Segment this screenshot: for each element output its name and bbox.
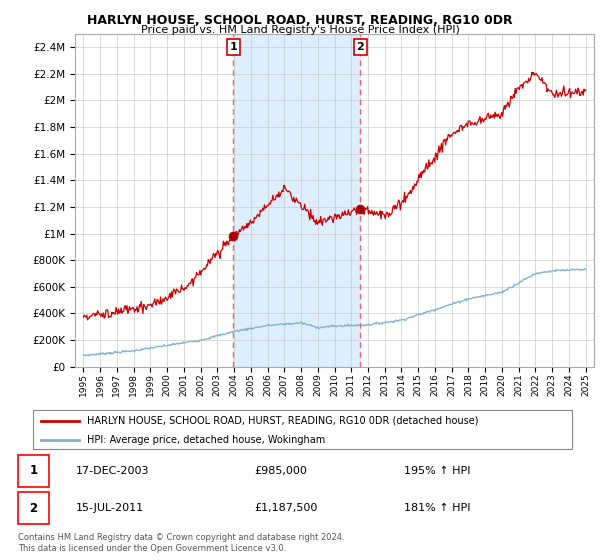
Text: £985,000: £985,000 bbox=[254, 466, 307, 476]
FancyBboxPatch shape bbox=[18, 492, 49, 524]
Text: 1: 1 bbox=[230, 42, 237, 52]
Text: 195% ↑ HPI: 195% ↑ HPI bbox=[404, 466, 470, 476]
Bar bbox=[233, 34, 360, 367]
FancyBboxPatch shape bbox=[33, 410, 572, 449]
Text: 2: 2 bbox=[29, 502, 38, 515]
Text: 1: 1 bbox=[29, 464, 38, 478]
Text: £1,187,500: £1,187,500 bbox=[254, 503, 317, 513]
Text: 15-JUL-2011: 15-JUL-2011 bbox=[76, 503, 143, 513]
Text: HARLYN HOUSE, SCHOOL ROAD, HURST, READING, RG10 0DR (detached house): HARLYN HOUSE, SCHOOL ROAD, HURST, READIN… bbox=[88, 416, 479, 426]
Text: HPI: Average price, detached house, Wokingham: HPI: Average price, detached house, Woki… bbox=[88, 435, 326, 445]
FancyBboxPatch shape bbox=[18, 455, 49, 487]
Text: 17-DEC-2003: 17-DEC-2003 bbox=[76, 466, 149, 476]
Text: 181% ↑ HPI: 181% ↑ HPI bbox=[404, 503, 470, 513]
Text: HARLYN HOUSE, SCHOOL ROAD, HURST, READING, RG10 0DR: HARLYN HOUSE, SCHOOL ROAD, HURST, READIN… bbox=[87, 14, 513, 27]
Text: 2: 2 bbox=[356, 42, 364, 52]
Text: Contains HM Land Registry data © Crown copyright and database right 2024.
This d: Contains HM Land Registry data © Crown c… bbox=[18, 533, 344, 553]
Text: Price paid vs. HM Land Registry's House Price Index (HPI): Price paid vs. HM Land Registry's House … bbox=[140, 25, 460, 35]
